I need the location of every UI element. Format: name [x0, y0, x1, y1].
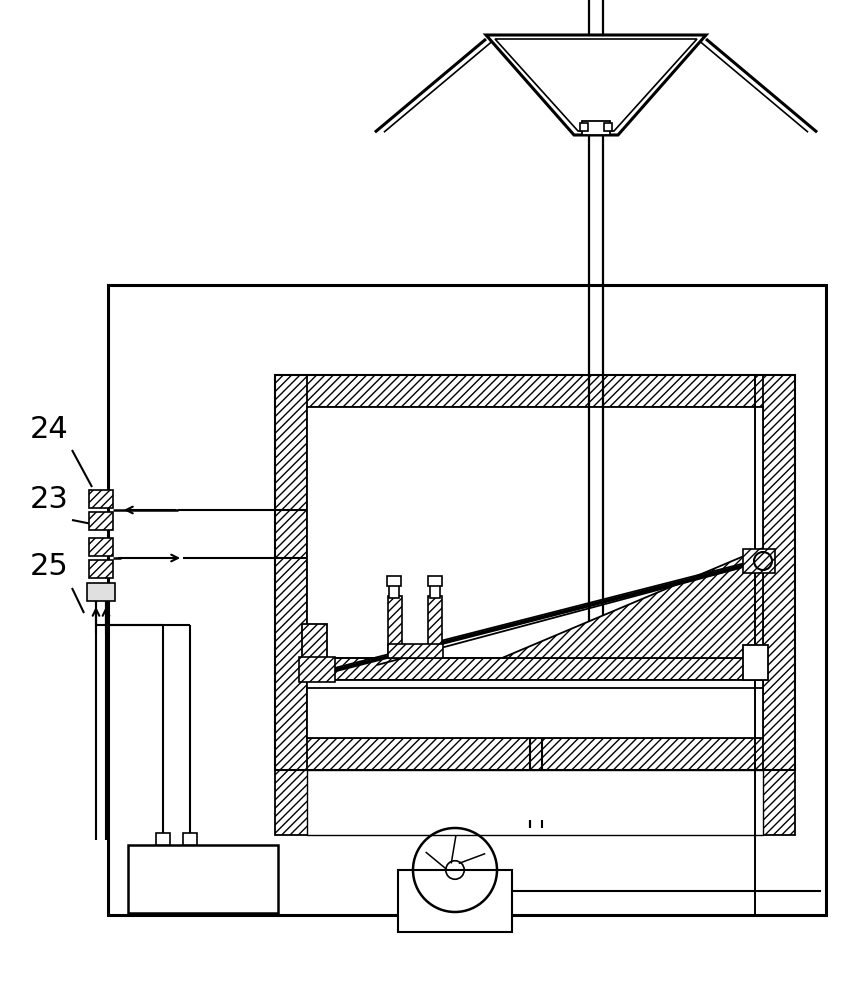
Bar: [387, 576, 401, 586]
Bar: [299, 657, 335, 682]
Bar: [582, 121, 610, 135]
Bar: [307, 770, 763, 835]
Bar: [89, 538, 113, 556]
Bar: [275, 375, 795, 407]
Bar: [307, 770, 763, 835]
Bar: [307, 407, 763, 738]
Bar: [128, 845, 278, 913]
Bar: [743, 645, 768, 680]
Bar: [307, 658, 763, 680]
Text: 24: 24: [30, 415, 69, 444]
Bar: [89, 490, 113, 508]
Polygon shape: [486, 35, 706, 135]
Bar: [580, 123, 588, 131]
Bar: [428, 576, 442, 586]
Bar: [388, 644, 443, 658]
Bar: [156, 833, 170, 845]
Polygon shape: [502, 548, 763, 658]
Bar: [183, 833, 197, 845]
Bar: [89, 512, 113, 530]
Bar: [302, 624, 327, 669]
Bar: [307, 680, 763, 688]
Bar: [87, 583, 115, 601]
Bar: [275, 375, 307, 770]
Bar: [604, 123, 612, 131]
Bar: [108, 285, 826, 915]
Bar: [763, 375, 795, 770]
Text: 25: 25: [30, 552, 69, 581]
Bar: [743, 549, 775, 573]
Bar: [275, 375, 795, 770]
Bar: [398, 870, 512, 932]
Bar: [428, 596, 442, 658]
Polygon shape: [495, 39, 697, 131]
Bar: [275, 738, 795, 770]
Bar: [388, 596, 402, 658]
Bar: [389, 584, 399, 598]
Bar: [89, 560, 113, 578]
Bar: [275, 770, 795, 835]
Text: 23: 23: [30, 485, 69, 514]
Bar: [430, 584, 440, 598]
